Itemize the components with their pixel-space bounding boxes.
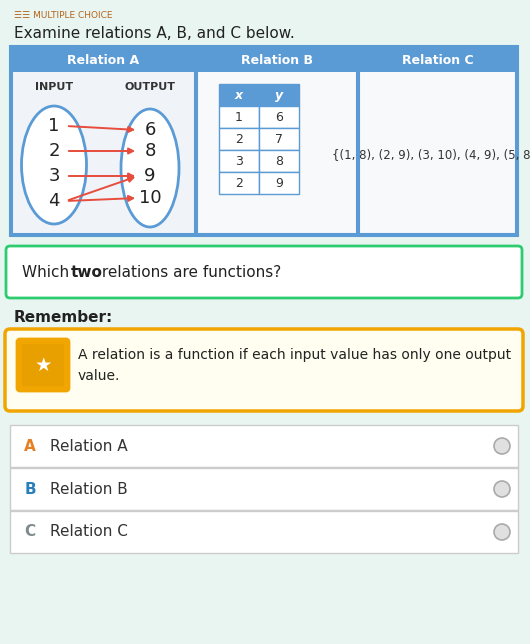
FancyBboxPatch shape (359, 48, 516, 234)
FancyBboxPatch shape (259, 172, 299, 194)
Circle shape (494, 481, 510, 497)
Text: 4: 4 (48, 192, 60, 210)
Text: 1: 1 (235, 111, 243, 124)
Text: 10: 10 (139, 189, 161, 207)
Text: Relation C: Relation C (50, 524, 128, 540)
Text: Relation A: Relation A (67, 53, 139, 66)
Text: x: x (235, 88, 243, 102)
Text: 6: 6 (144, 121, 156, 139)
FancyBboxPatch shape (12, 72, 195, 234)
FancyBboxPatch shape (10, 511, 518, 553)
Text: 6: 6 (275, 111, 283, 124)
Text: ☰☰ MULTIPLE CHOICE: ☰☰ MULTIPLE CHOICE (14, 11, 112, 20)
FancyBboxPatch shape (5, 329, 523, 411)
Text: two: two (71, 265, 103, 279)
Text: {(1, 8), (2, 9), (3, 10), (4, 9), (5, 8)}: {(1, 8), (2, 9), (3, 10), (4, 9), (5, 8)… (332, 149, 530, 162)
Text: y: y (275, 88, 283, 102)
FancyBboxPatch shape (259, 128, 299, 150)
FancyBboxPatch shape (10, 468, 518, 510)
Text: Which: Which (22, 265, 74, 279)
FancyBboxPatch shape (259, 106, 299, 128)
Text: 7: 7 (275, 133, 283, 146)
Text: Relation A: Relation A (50, 439, 128, 453)
Text: 9: 9 (144, 167, 156, 185)
FancyBboxPatch shape (12, 48, 195, 72)
FancyBboxPatch shape (197, 48, 357, 72)
Text: Examine relations A, B, and C below.: Examine relations A, B, and C below. (14, 26, 295, 41)
FancyBboxPatch shape (359, 48, 516, 72)
FancyBboxPatch shape (219, 106, 259, 128)
FancyBboxPatch shape (259, 84, 299, 106)
Circle shape (494, 438, 510, 454)
FancyBboxPatch shape (219, 172, 259, 194)
Text: Remember:: Remember: (14, 310, 113, 325)
FancyBboxPatch shape (197, 48, 357, 234)
Circle shape (494, 524, 510, 540)
FancyBboxPatch shape (22, 344, 64, 386)
Text: A: A (24, 439, 36, 453)
Text: 3: 3 (48, 167, 60, 185)
Text: Relation B: Relation B (241, 53, 313, 66)
Ellipse shape (121, 109, 179, 227)
FancyBboxPatch shape (219, 150, 259, 172)
Text: ★: ★ (34, 355, 52, 375)
Text: 2: 2 (235, 133, 243, 146)
Text: 8: 8 (275, 155, 283, 167)
Text: 1: 1 (48, 117, 60, 135)
Ellipse shape (22, 106, 86, 224)
FancyBboxPatch shape (259, 150, 299, 172)
Text: relations are functions?: relations are functions? (97, 265, 281, 279)
Text: 2: 2 (48, 142, 60, 160)
Text: B: B (24, 482, 36, 497)
Text: C: C (24, 524, 36, 540)
Text: Relation C: Relation C (402, 53, 473, 66)
Text: 8: 8 (144, 142, 156, 160)
Text: 3: 3 (235, 155, 243, 167)
Text: INPUT: INPUT (35, 82, 73, 92)
FancyBboxPatch shape (10, 46, 518, 236)
FancyBboxPatch shape (6, 246, 522, 298)
FancyBboxPatch shape (17, 339, 69, 391)
Text: 9: 9 (275, 176, 283, 189)
Text: OUTPUT: OUTPUT (125, 82, 175, 92)
Text: 2: 2 (235, 176, 243, 189)
FancyBboxPatch shape (10, 425, 518, 467)
Text: Relation B: Relation B (50, 482, 128, 497)
Text: A relation is a function if each input value has only one output
value.: A relation is a function if each input v… (78, 348, 511, 383)
FancyBboxPatch shape (219, 128, 259, 150)
FancyBboxPatch shape (219, 84, 259, 106)
